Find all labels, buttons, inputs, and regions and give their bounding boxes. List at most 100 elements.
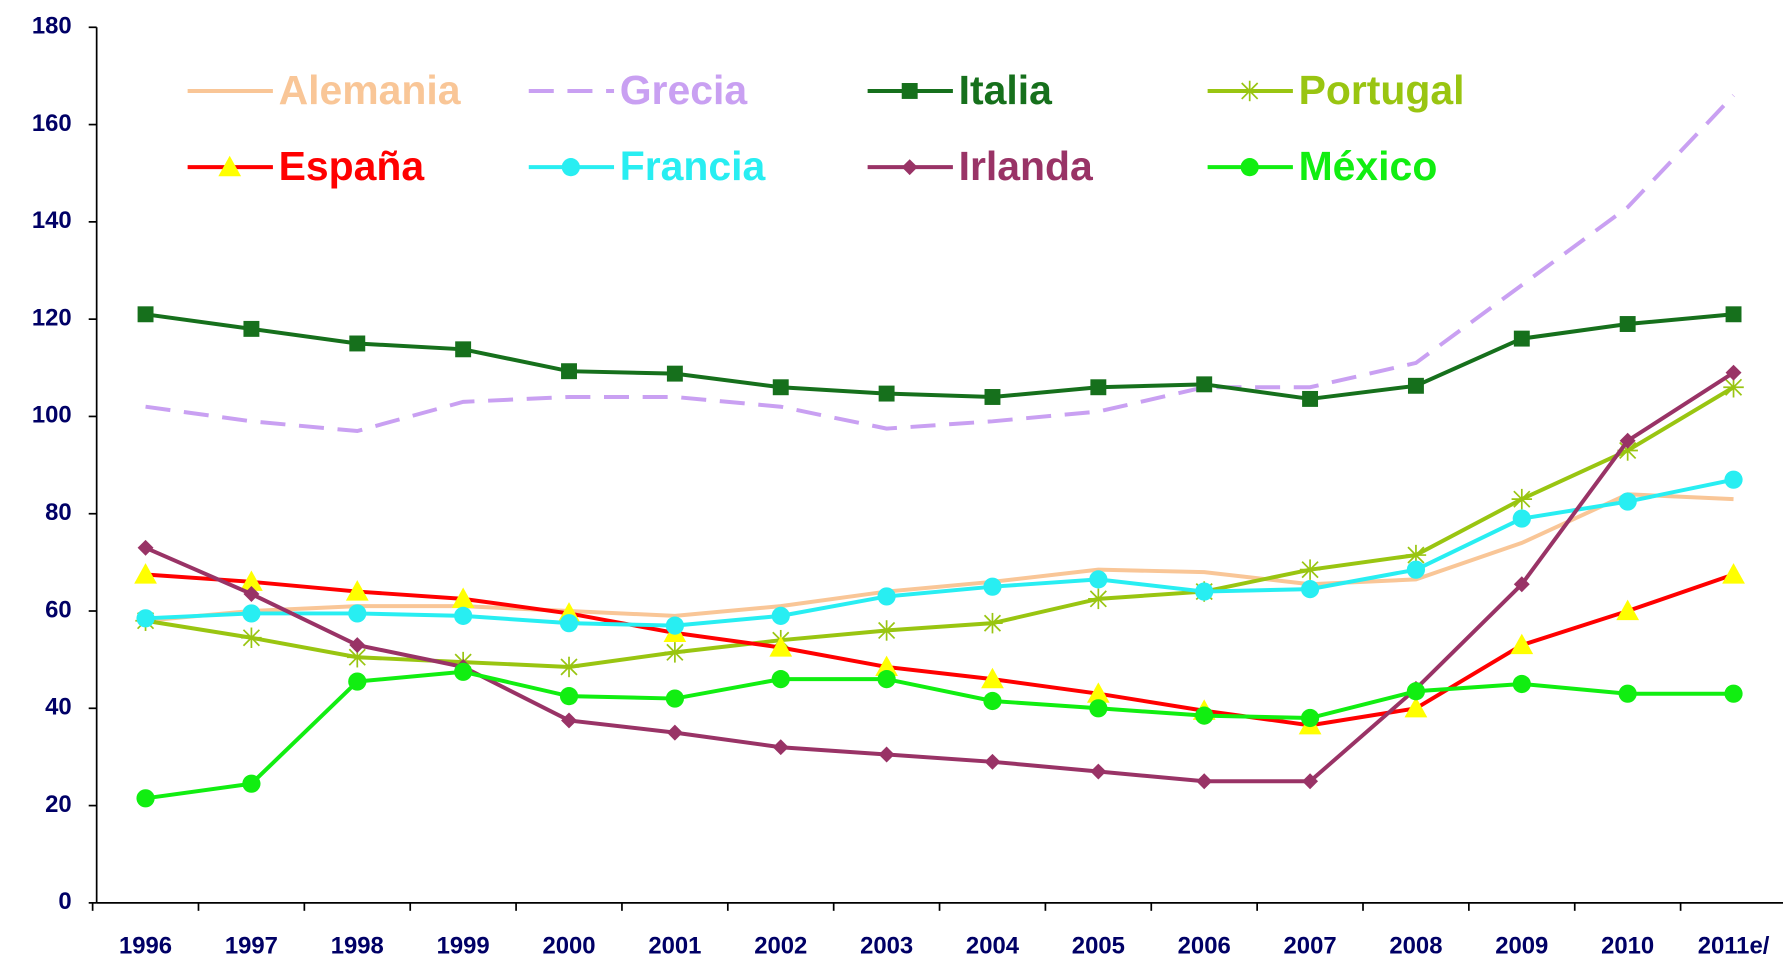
marker bbox=[666, 689, 684, 707]
marker bbox=[241, 628, 261, 648]
marker bbox=[1090, 764, 1106, 780]
marker bbox=[1407, 561, 1425, 579]
legend-marker bbox=[902, 159, 918, 175]
y-tick-label: 80 bbox=[45, 499, 72, 526]
marker bbox=[985, 389, 1001, 405]
x-tick-label: 2008 bbox=[1389, 933, 1442, 960]
marker bbox=[773, 739, 789, 755]
marker bbox=[136, 789, 154, 807]
marker bbox=[1722, 563, 1745, 583]
series-line bbox=[146, 387, 1734, 667]
y-tick-label: 0 bbox=[58, 888, 71, 915]
legend-label: Francia bbox=[620, 143, 767, 189]
marker bbox=[879, 386, 895, 402]
marker bbox=[136, 609, 154, 627]
y-tick-label: 20 bbox=[45, 791, 72, 818]
marker bbox=[666, 617, 684, 635]
x-tick-label: 2004 bbox=[966, 933, 1020, 960]
marker bbox=[1196, 376, 1212, 392]
marker bbox=[983, 692, 1001, 710]
marker bbox=[1088, 589, 1108, 609]
marker bbox=[879, 747, 895, 763]
marker bbox=[772, 670, 790, 688]
marker bbox=[1513, 509, 1531, 527]
legend-label: México bbox=[1299, 143, 1438, 189]
x-tick-label: 2011e/ bbox=[1698, 933, 1770, 960]
x-tick-label: 2001 bbox=[648, 933, 701, 960]
marker bbox=[1089, 570, 1107, 588]
x-tick-label: 1999 bbox=[437, 933, 490, 960]
marker bbox=[1196, 773, 1212, 789]
marker bbox=[243, 321, 259, 337]
x-tick-label: 2003 bbox=[860, 933, 913, 960]
marker bbox=[561, 363, 577, 379]
x-tick-label: 2009 bbox=[1495, 933, 1548, 960]
x-tick-label: 2002 bbox=[754, 933, 807, 960]
marker bbox=[1301, 580, 1319, 598]
y-tick-label: 100 bbox=[32, 402, 72, 429]
x-tick-label: 1998 bbox=[331, 933, 384, 960]
marker bbox=[1089, 699, 1107, 717]
y-tick-label: 60 bbox=[45, 596, 72, 623]
marker bbox=[1512, 489, 1532, 509]
marker bbox=[348, 672, 366, 690]
marker bbox=[1513, 675, 1531, 693]
marker bbox=[560, 687, 578, 705]
legend-label: Portugal bbox=[1299, 67, 1465, 113]
marker bbox=[878, 587, 896, 605]
marker bbox=[1300, 559, 1320, 579]
legend-label: Irlanda bbox=[959, 143, 1094, 189]
marker bbox=[1301, 709, 1319, 727]
marker bbox=[665, 642, 685, 662]
marker bbox=[1724, 471, 1742, 489]
series-line bbox=[146, 314, 1734, 399]
marker bbox=[1726, 306, 1742, 322]
chart: 0204060801001201401601801996199719981999… bbox=[0, 0, 1783, 962]
marker bbox=[455, 341, 471, 357]
marker bbox=[985, 754, 1001, 770]
legend-label: Italia bbox=[959, 67, 1053, 113]
marker bbox=[667, 366, 683, 382]
legend-marker bbox=[1239, 81, 1259, 101]
page: {"chart_data": {"type": "line", "categor… bbox=[0, 0, 1783, 962]
legend-marker bbox=[902, 83, 918, 99]
marker bbox=[138, 540, 154, 556]
legend-label: Grecia bbox=[620, 67, 749, 113]
marker bbox=[667, 725, 683, 741]
marker bbox=[983, 578, 1001, 596]
x-tick-label: 2000 bbox=[542, 933, 595, 960]
marker bbox=[1724, 685, 1742, 703]
legend-marker bbox=[1241, 158, 1259, 176]
marker bbox=[1302, 391, 1318, 407]
y-tick-label: 140 bbox=[32, 207, 72, 234]
marker bbox=[1407, 682, 1425, 700]
x-tick-label: 2006 bbox=[1178, 933, 1231, 960]
marker bbox=[454, 607, 472, 625]
x-tick-label: 1996 bbox=[119, 933, 172, 960]
legend-marker bbox=[562, 158, 580, 176]
marker bbox=[876, 620, 896, 640]
marker bbox=[242, 604, 260, 622]
x-tick-label: 2007 bbox=[1284, 933, 1337, 960]
marker bbox=[242, 775, 260, 793]
marker bbox=[1090, 379, 1106, 395]
marker bbox=[1619, 685, 1637, 703]
marker bbox=[772, 607, 790, 625]
marker bbox=[982, 613, 1002, 633]
marker bbox=[1619, 492, 1637, 510]
marker bbox=[1620, 316, 1636, 332]
y-tick-label: 40 bbox=[45, 694, 72, 721]
marker bbox=[559, 657, 579, 677]
x-tick-label: 2010 bbox=[1601, 933, 1654, 960]
x-tick-label: 1997 bbox=[225, 933, 278, 960]
legend-label: Alemania bbox=[279, 67, 462, 113]
marker bbox=[1195, 582, 1213, 600]
y-tick-label: 160 bbox=[32, 110, 72, 137]
marker bbox=[560, 614, 578, 632]
legend-label: España bbox=[279, 143, 426, 189]
marker bbox=[1514, 331, 1530, 347]
y-tick-label: 120 bbox=[32, 304, 72, 331]
series-line bbox=[146, 672, 1734, 798]
marker bbox=[773, 379, 789, 395]
marker bbox=[561, 712, 577, 728]
